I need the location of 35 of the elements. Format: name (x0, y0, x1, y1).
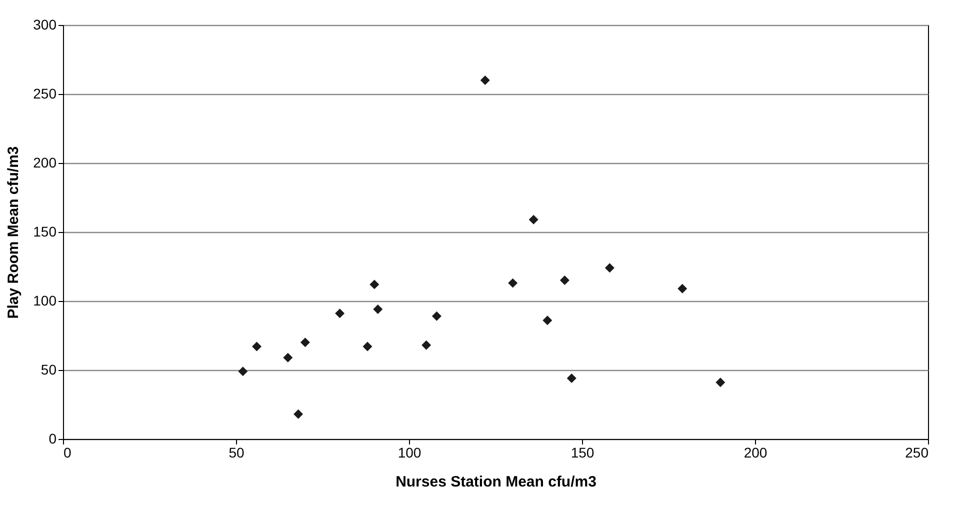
y-tick-label: 0 (48, 430, 57, 446)
point (508, 278, 518, 288)
y-axis-title: Play Room Mean cfu/m3 (5, 146, 22, 319)
x-axis-title: Nurses Station Mean cfu/m3 (396, 474, 596, 490)
point (566, 374, 576, 384)
y-tick-label: 50 (40, 362, 57, 378)
point (283, 352, 293, 362)
point (560, 276, 570, 286)
point (480, 75, 490, 85)
point (678, 284, 688, 294)
y-tick-label: 150 (33, 224, 57, 240)
x-tick-label: 150 (570, 444, 594, 460)
point (432, 311, 442, 321)
point (528, 214, 538, 224)
point (238, 366, 248, 376)
point (422, 340, 432, 350)
point (370, 280, 380, 290)
point (604, 263, 614, 273)
point (373, 304, 383, 314)
point (542, 316, 552, 326)
x-tick-label: 50 (228, 444, 244, 460)
x-tick-label: 100 (398, 444, 422, 460)
point (716, 378, 726, 388)
y-tick-label: 250 (33, 86, 57, 102)
x-tick-label: 0 (64, 444, 72, 460)
point (300, 338, 310, 348)
x-tick-label: 250 (905, 444, 929, 460)
y-tick-label: 100 (33, 292, 57, 308)
y-tick-label: 200 (33, 154, 57, 170)
point (252, 342, 262, 352)
point (294, 409, 304, 419)
point (335, 308, 345, 318)
x-tick-label: 200 (744, 444, 768, 460)
y-tick-label: 300 (33, 16, 57, 32)
point (362, 342, 372, 352)
